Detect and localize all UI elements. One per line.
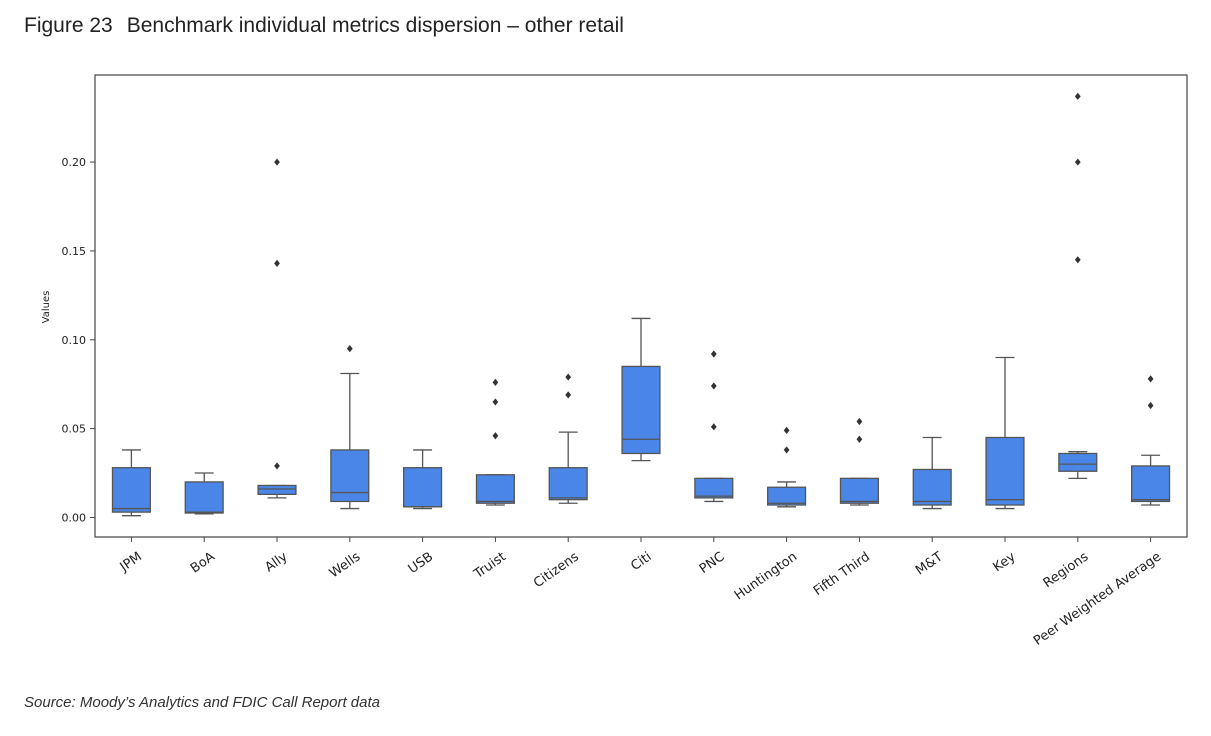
source-note: Source: Moody’s Analytics and FDIC Call … [24, 694, 380, 711]
x-tick-label: Regions [1041, 549, 1092, 591]
box-pnc [694, 477, 734, 499]
figure-title: Figure 23 Benchmark individual metrics di… [24, 14, 624, 38]
outlier-point [274, 259, 280, 267]
box-usb [403, 467, 443, 508]
y-tick-label: 0.05 [62, 423, 87, 436]
box-huntington [767, 486, 807, 506]
x-tick-label: Huntington [732, 549, 800, 603]
outlier-point [1147, 375, 1154, 383]
outlier-point [856, 417, 863, 426]
outlier-point [710, 382, 717, 390]
box-key [985, 436, 1025, 506]
y-tick-label: 0.20 [62, 156, 87, 169]
box-m-t [912, 468, 952, 506]
outlier-point [1074, 92, 1081, 100]
box-peer-weighted-average [1131, 465, 1171, 503]
outlier-point [856, 435, 863, 443]
x-tick-label: Ally [262, 549, 290, 575]
y-axis-label: Values [41, 291, 52, 324]
x-tick-label: BoA [188, 549, 218, 576]
outlier-point [1074, 256, 1081, 264]
x-tick-label: M&T [913, 549, 946, 578]
outlier-point [492, 432, 499, 440]
plot-area: 0.00 0.05 0.10 0.15 0.20 JPM BoA Ally Wells USB Tr… [62, 74, 1188, 649]
box-citizens [548, 467, 588, 501]
x-tick-label: Fifth Third [811, 549, 873, 599]
figure-number: Figure 23 [24, 14, 113, 37]
box-wells [330, 449, 370, 503]
x-tick-label: Citizens [531, 549, 582, 591]
outlier-point [783, 426, 790, 434]
outlier-point [565, 391, 572, 399]
box-jpm [111, 467, 151, 513]
x-tick-label: USB [406, 549, 436, 577]
box-citi [621, 365, 661, 455]
y-tick-label: 0.00 [62, 511, 87, 524]
outlier-point [1147, 401, 1154, 410]
x-tick-label: Wells [327, 549, 364, 581]
outlier-point [492, 378, 499, 387]
x-tick-label: Truist [471, 549, 509, 582]
outlier-point [492, 398, 499, 406]
x-tick-label: Peer Weighted Average [1031, 549, 1164, 648]
outlier-point [710, 350, 717, 358]
box-fifth-third [839, 477, 879, 504]
y-tick-label: 0.10 [62, 334, 87, 347]
outlier-point [274, 462, 280, 470]
outlier-point [1074, 158, 1081, 166]
x-tick-label: Citi [628, 549, 654, 574]
x-tick-label: JPM [117, 549, 145, 575]
outlier-point [565, 373, 572, 381]
outlier-point [346, 345, 353, 353]
x-tick-label: PNC [697, 549, 727, 577]
outlier-point [710, 423, 717, 431]
x-tick-label: Key [991, 549, 1019, 575]
box-ally [257, 484, 297, 496]
outlier-point [274, 158, 280, 166]
figure-title-text: Benchmark individual metrics dispersion … [126, 14, 624, 37]
outlier-point [783, 446, 790, 454]
box-regions [1058, 452, 1098, 472]
y-tick-label: 0.15 [62, 245, 87, 258]
box-truist [475, 474, 515, 504]
box-boa [184, 481, 224, 514]
